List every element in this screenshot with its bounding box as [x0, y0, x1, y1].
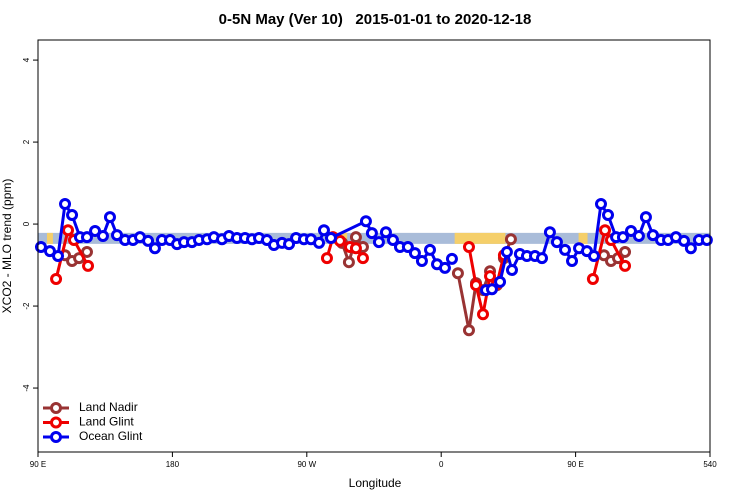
data-point — [82, 259, 95, 272]
plot-marks — [34, 197, 713, 337]
x-tick-label: 0 — [439, 460, 444, 469]
x-axis-label: Longitude — [349, 476, 402, 490]
data-point — [494, 275, 507, 288]
data-point — [550, 236, 563, 249]
data-point — [349, 242, 362, 255]
data-point — [505, 263, 518, 276]
y-tick-label: -2 — [22, 302, 31, 310]
data-point — [408, 247, 421, 260]
y-tick-label: 0 — [22, 221, 31, 226]
legend-marker — [50, 402, 62, 414]
series-line — [64, 233, 627, 331]
data-point — [313, 236, 326, 249]
legend-label: Land Nadir — [79, 400, 138, 414]
data-point — [359, 215, 372, 228]
data-point — [379, 226, 392, 239]
data-point — [639, 211, 652, 224]
data-point — [599, 224, 612, 237]
y-axis-label: XCO2 - MLO trend (ppm) — [0, 179, 14, 314]
data-point — [477, 308, 490, 321]
data-point — [619, 245, 632, 258]
data-point — [536, 252, 548, 265]
data-point — [80, 231, 93, 244]
data-point — [356, 252, 369, 265]
data-point — [324, 232, 337, 245]
data-point — [59, 197, 72, 210]
y-tick-label: 2 — [22, 139, 31, 144]
data-point — [500, 245, 513, 258]
data-point — [602, 209, 615, 222]
data-point — [469, 279, 482, 292]
y-tick-label: -4 — [22, 384, 31, 392]
x-tick-label: 90 E — [567, 460, 583, 469]
data-point — [700, 234, 713, 247]
data-point — [462, 324, 475, 337]
data-point — [678, 234, 691, 247]
data-point — [342, 256, 355, 269]
data-point — [543, 226, 556, 239]
data-point — [646, 229, 659, 242]
data-point — [424, 243, 436, 256]
data-point — [349, 231, 362, 244]
data-point — [462, 241, 475, 254]
legend-marker — [50, 416, 62, 429]
data-point — [80, 245, 93, 258]
legend-label: Land Glint — [79, 415, 134, 429]
data-point — [632, 229, 645, 242]
data-point — [66, 209, 79, 222]
data-point — [62, 224, 75, 237]
data-point — [485, 283, 498, 296]
x-tick-label: 90 W — [297, 460, 316, 469]
data-point — [320, 252, 333, 265]
data-point — [317, 224, 330, 237]
legend-marker — [50, 431, 62, 443]
data-point — [586, 273, 599, 286]
data-point — [43, 245, 56, 258]
data-point — [484, 270, 497, 283]
legend-label: Ocean Glint — [79, 429, 143, 443]
data-point — [594, 197, 607, 210]
data-point — [103, 211, 116, 224]
y-tick-label: 4 — [22, 57, 31, 62]
data-point — [148, 242, 161, 255]
data-point — [415, 254, 428, 267]
plot-frame — [37, 39, 711, 453]
data-point — [587, 250, 600, 263]
data-point — [34, 241, 47, 254]
data-point — [50, 273, 63, 286]
data-point — [52, 250, 65, 263]
data-point — [445, 252, 458, 265]
data-point — [365, 227, 378, 240]
data-point — [372, 236, 385, 249]
x-tick-label: 90 E — [30, 460, 46, 469]
data-point — [451, 267, 464, 280]
x-tick-label: 180 — [166, 460, 180, 469]
data-point — [283, 238, 296, 251]
data-point — [504, 233, 517, 246]
data-point — [616, 231, 629, 244]
data-point — [438, 261, 451, 274]
data-point — [558, 243, 571, 256]
data-point — [401, 241, 414, 254]
x-tick-label: 540 — [703, 460, 717, 469]
data-point — [96, 229, 109, 242]
data-point — [619, 259, 632, 272]
data-point — [684, 242, 697, 255]
data-point — [386, 234, 399, 247]
data-point — [142, 234, 155, 247]
data-point — [566, 254, 579, 267]
chart-title: 0-5N May (Ver 10) 2015-01-01 to 2020-12-… — [219, 11, 532, 28]
data-point — [110, 229, 123, 242]
